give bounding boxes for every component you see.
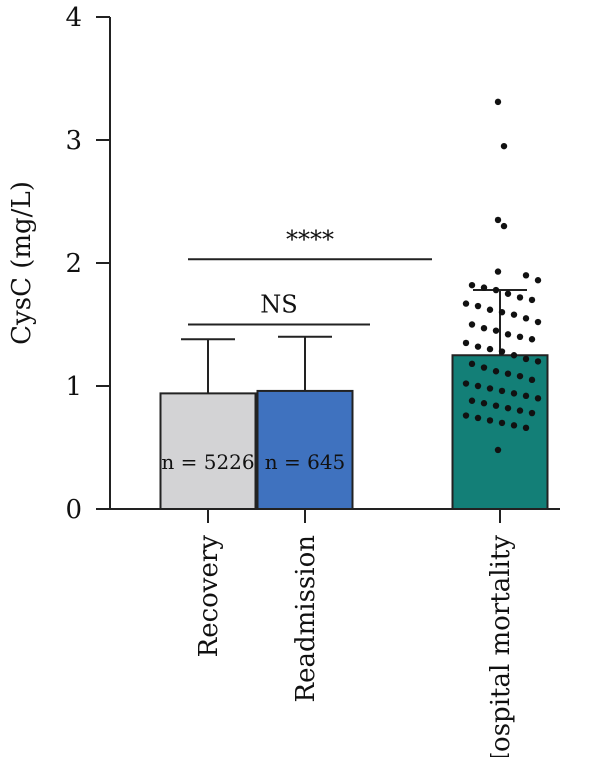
data-point	[474, 414, 482, 422]
y-tick-label: 4	[65, 3, 82, 33]
data-point	[510, 390, 518, 397]
data-point	[474, 343, 482, 350]
data-point	[528, 376, 536, 384]
data-points	[462, 98, 542, 454]
data-point	[462, 412, 470, 419]
data-point	[522, 272, 530, 279]
data-point	[480, 284, 488, 291]
data-point	[468, 281, 476, 289]
significance-label: ****	[286, 225, 334, 253]
data-point	[462, 380, 470, 387]
x-tick-label: Readmission	[291, 535, 321, 703]
data-point	[516, 372, 524, 380]
data-point	[494, 268, 502, 275]
data-point	[516, 333, 524, 340]
data-point	[468, 321, 476, 328]
data-point	[534, 277, 542, 284]
data-point	[468, 397, 476, 404]
data-point	[498, 387, 506, 395]
data-point	[474, 382, 482, 390]
data-point	[474, 302, 482, 310]
data-point	[510, 311, 518, 318]
y-axis-title: CysC (mg/L)	[7, 181, 37, 345]
data-point	[492, 368, 500, 375]
data-point	[494, 98, 502, 106]
data-point	[522, 424, 530, 432]
y-tick-label: 0	[65, 495, 82, 525]
bar-readmission	[256, 389, 354, 511]
data-point	[510, 352, 518, 359]
data-point	[498, 348, 506, 355]
x-tick-label: Hospital mortality	[486, 535, 516, 757]
data-point	[494, 216, 502, 224]
data-point	[504, 290, 512, 297]
data-point	[468, 360, 476, 368]
y-tick-label: 3	[65, 126, 82, 156]
significance-annotations: NS ****	[188, 225, 432, 326]
data-point	[510, 422, 518, 429]
data-point	[486, 417, 494, 424]
data-point	[528, 409, 536, 417]
data-point	[480, 324, 488, 332]
data-point	[486, 306, 494, 313]
bar-recovery	[159, 392, 257, 511]
data-point	[516, 294, 524, 301]
data-point	[534, 318, 542, 326]
data-point	[486, 345, 494, 353]
data-point	[522, 355, 530, 363]
data-point	[504, 331, 512, 338]
data-point	[504, 404, 512, 412]
data-point	[522, 392, 530, 400]
n-label: n = 645	[265, 450, 346, 474]
data-point	[498, 309, 506, 316]
data-point	[492, 286, 500, 294]
data-point	[528, 296, 536, 304]
data-point	[480, 400, 488, 407]
data-point	[492, 402, 500, 409]
y-tick-label: 1	[65, 372, 82, 402]
data-point	[528, 336, 536, 343]
bars: n = 5226 Recovery n = 645 Readmission Hospit…	[159, 289, 549, 757]
data-point	[516, 407, 524, 414]
data-point	[492, 327, 500, 334]
data-point	[504, 370, 512, 377]
data-point	[500, 222, 508, 230]
data-point	[480, 364, 488, 371]
data-point	[462, 339, 470, 347]
significance-label: NS	[260, 291, 297, 319]
data-point	[494, 446, 502, 454]
x-tick-label: Recovery	[194, 535, 224, 658]
data-point	[498, 419, 506, 427]
data-point	[462, 300, 470, 307]
data-point	[534, 395, 542, 402]
n-label: n = 5226	[161, 450, 254, 474]
data-point	[534, 358, 542, 365]
data-point	[500, 142, 508, 150]
y-tick-label: 2	[65, 249, 82, 279]
data-point	[522, 315, 530, 322]
data-point	[486, 385, 494, 392]
